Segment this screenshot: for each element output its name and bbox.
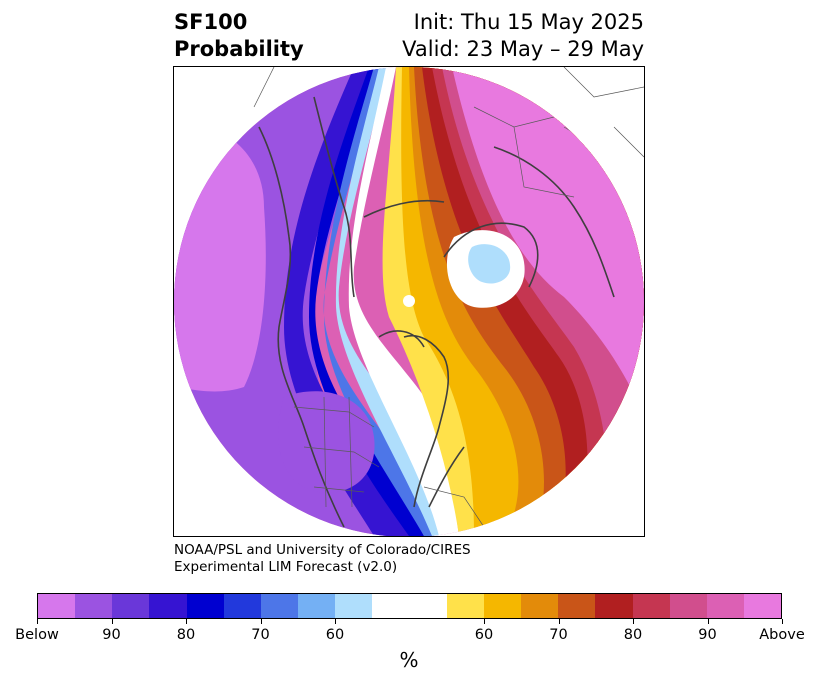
credit-text: NOAA/PSL and University of Colorado/CIRE… <box>174 542 471 576</box>
colorbar-segment <box>632 594 670 618</box>
colorbar-segment <box>558 594 596 618</box>
colorbar-segment <box>149 594 187 618</box>
colorbar-tickmark <box>707 619 709 624</box>
title-probability: Probability <box>174 37 304 61</box>
map-panel <box>173 66 645 537</box>
title-valid: Valid: 23 May – 29 May <box>402 37 644 61</box>
colorbar-tickmark <box>484 619 485 624</box>
colorbar-tickmark <box>111 619 113 624</box>
colorbar-tickmark <box>558 619 560 624</box>
colorbar-tick-label: 80 <box>623 627 643 643</box>
credit-line-1: NOAA/PSL and University of Colorado/CIRE… <box>174 542 471 558</box>
title-right: Init: Thu 15 May 2025 Valid: 23 May – 29… <box>402 9 644 63</box>
title-left: SF100 Probability <box>174 9 304 63</box>
colorbar-tickmark <box>633 619 634 624</box>
colorbar-segment <box>112 594 150 618</box>
colorbar-segment <box>595 594 633 618</box>
colorbar-segment <box>706 594 744 618</box>
colorbar-tickmark <box>782 619 783 624</box>
colorbar-segment <box>223 594 261 618</box>
colorbar-tick-label: 70 <box>549 627 568 643</box>
colorbar-tick-label: Below <box>15 627 59 643</box>
colorbar-segment <box>521 594 559 618</box>
colorbar-segment <box>38 594 76 618</box>
colorbar-segment <box>298 594 336 618</box>
coastlines <box>258 96 615 528</box>
colorbar-tick-label: 90 <box>102 627 121 643</box>
colorbar-tick-label: Above <box>759 627 805 643</box>
colorbar-segment <box>669 594 707 618</box>
credit-line-2: Experimental LIM Forecast (v2.0) <box>174 559 398 575</box>
colorbar-tickmark <box>260 619 262 624</box>
corner-borders <box>253 67 644 158</box>
colorbar-tick-label: 70 <box>251 627 270 643</box>
colorbar-segment <box>409 594 447 618</box>
colorbar-segment <box>743 594 782 618</box>
map-disk <box>174 67 644 536</box>
colorbar-tick-label: 90 <box>698 627 717 643</box>
colorbar-segment <box>483 594 522 618</box>
title-variable: SF100 <box>174 10 248 34</box>
colorbar-segment <box>335 594 373 618</box>
colorbar-tickmark <box>186 619 187 624</box>
colorbar-segment <box>446 594 484 618</box>
colorbar-segment <box>75 594 113 618</box>
probability-map <box>174 67 644 536</box>
colorbar-segment <box>186 594 224 618</box>
colorbar-segment <box>372 594 410 618</box>
colorbar-tick-label: 80 <box>176 627 196 643</box>
colorbar-segment <box>260 594 299 618</box>
colorbar-tick-label: 60 <box>474 627 494 643</box>
colorbar-tickmark <box>37 619 38 624</box>
title-init: Init: Thu 15 May 2025 <box>413 10 644 34</box>
colorbar-unit: % <box>399 648 419 672</box>
colorbar <box>37 593 782 619</box>
colorbar-tick-label: 60 <box>325 627 345 643</box>
colorbar-tickmark <box>335 619 336 624</box>
